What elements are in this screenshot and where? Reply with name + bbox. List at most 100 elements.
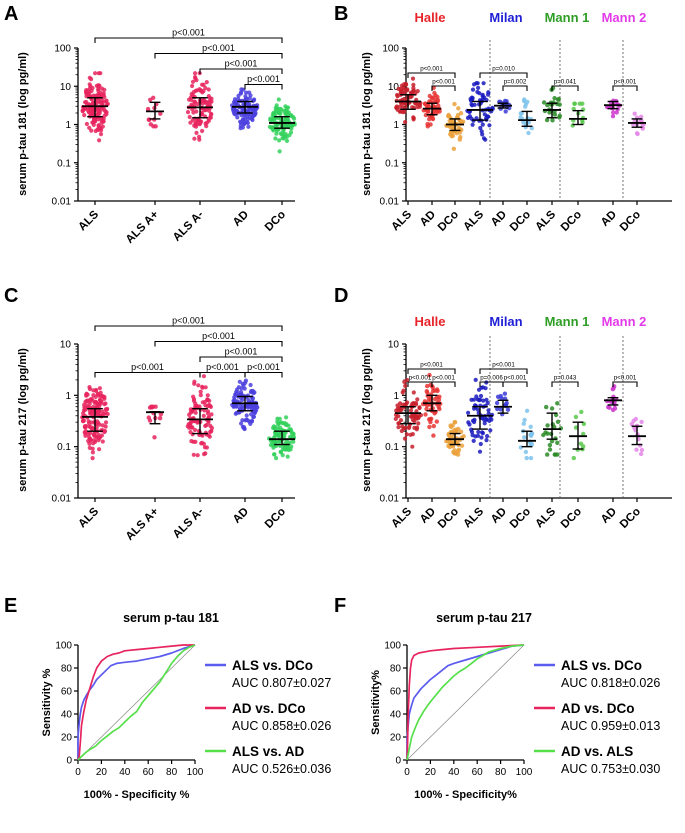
data-point: [252, 113, 257, 118]
data-point: [434, 419, 439, 424]
data-point: [577, 101, 582, 106]
data-point: [476, 85, 481, 90]
x-axis-label: 100% - Specificity%: [414, 789, 517, 801]
x-tick-label: DCo: [559, 209, 584, 234]
data-point: [457, 137, 462, 142]
data-point: [521, 421, 526, 426]
data-point: [241, 383, 246, 388]
bracket-line: [154, 52, 283, 59]
x-tick-label: DCo: [508, 209, 533, 234]
data-point: [430, 116, 436, 122]
data-point: [238, 91, 243, 96]
data-point: [528, 455, 534, 461]
significance-bracket: p=0.010: [479, 66, 528, 78]
data-point: [190, 93, 195, 98]
significance-bracket: p<0.001: [154, 331, 283, 347]
bracket-line: [407, 368, 456, 374]
data-point: [541, 100, 547, 105]
data-point: [197, 134, 202, 139]
data-point: [468, 96, 473, 102]
data-point: [394, 408, 399, 413]
data-point: [96, 127, 101, 132]
data-point: [408, 408, 414, 413]
bracket-line: [199, 356, 283, 362]
data-point: [201, 374, 206, 379]
data-point: [194, 120, 199, 125]
data-point: [98, 93, 103, 98]
legend-entry: AD vs. DCo AUC 0.858±0.026: [205, 701, 331, 733]
data-point: [245, 120, 250, 126]
data-point: [447, 124, 453, 129]
data-point: [187, 422, 192, 427]
data-point: [249, 412, 254, 417]
p-value-label: p<0.001: [614, 79, 637, 86]
data-point: [96, 432, 101, 437]
data-point: [477, 91, 482, 96]
data-point: [397, 104, 402, 109]
data-point: [550, 118, 555, 123]
data-point: [237, 379, 242, 384]
data-point: [90, 456, 95, 461]
data-point: [484, 397, 489, 402]
data-point: [452, 451, 457, 456]
group-ad: AD: [489, 391, 512, 526]
group-ad: AD: [230, 87, 260, 229]
bracket-line: [431, 85, 456, 91]
data-point: [202, 452, 207, 457]
p-value-label: p<0.001: [206, 362, 239, 372]
data-point: [191, 398, 197, 403]
data-point: [430, 388, 436, 394]
data-point: [200, 433, 205, 438]
bracket-line: [612, 85, 638, 91]
data-point: [248, 93, 253, 98]
legend-auc: AUC 0.959±0.013: [561, 719, 660, 733]
data-point: [431, 85, 436, 91]
data-point: [477, 449, 483, 454]
data-point: [104, 110, 109, 115]
data-point: [284, 134, 289, 139]
data-point: [234, 404, 239, 409]
data-point: [638, 451, 644, 457]
data-point: [448, 132, 453, 137]
data-point: [190, 79, 196, 84]
significance-bracket: p<0.001: [199, 347, 283, 362]
data-point: [276, 110, 281, 116]
data-point: [555, 401, 560, 406]
data-point: [474, 394, 479, 399]
data-point: [203, 85, 208, 91]
y-axis-label: Sensitivity %: [41, 668, 53, 736]
roc-curve-ad-vs-dco: [406, 644, 525, 761]
bracket-line: [502, 85, 528, 91]
data-point: [248, 382, 253, 388]
data-point: [83, 429, 88, 434]
data-point: [485, 434, 490, 439]
data-point: [81, 418, 86, 423]
data-point: [153, 404, 158, 409]
data-point: [483, 137, 488, 142]
data-point: [241, 87, 246, 92]
data-point: [90, 446, 95, 451]
y-axis-label: serum p-tau 181 (log pg/ml): [17, 52, 29, 196]
data-point: [200, 384, 205, 389]
data-point: [277, 138, 282, 143]
p-value-label: p<0.001: [614, 375, 637, 382]
data-point: [547, 447, 553, 452]
data-point: [204, 445, 209, 450]
group-dco: DCo: [263, 415, 297, 531]
x-tick-label: DCo: [263, 209, 288, 234]
data-point: [191, 110, 196, 115]
data-point: [275, 416, 280, 421]
legend-label: ALS vs. DCo: [232, 658, 313, 673]
data-point: [456, 447, 462, 452]
group-als-a: ALS A-: [171, 71, 214, 244]
data-point: [276, 422, 281, 427]
data-point: [97, 447, 102, 452]
data-point: [484, 438, 489, 443]
data-point: [423, 112, 429, 118]
bracket-line: [431, 381, 456, 387]
data-point: [292, 116, 297, 121]
y-tick-label: 100: [55, 641, 72, 652]
data-point: [91, 100, 96, 105]
